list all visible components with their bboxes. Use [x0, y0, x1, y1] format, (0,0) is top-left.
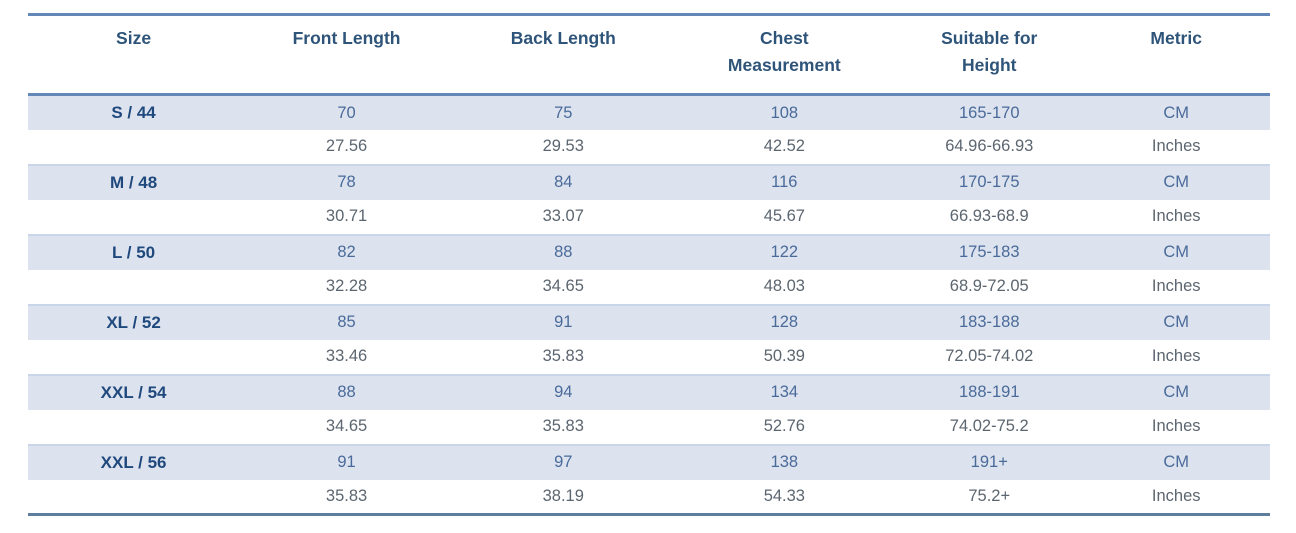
metric-label-cm: CM	[1163, 103, 1190, 122]
inches-value-cell: 34.65	[542, 277, 584, 296]
size-label: M / 48	[109, 172, 158, 192]
inches-value-cell: 45.67	[763, 207, 805, 226]
inches-value-cell: 33.46	[325, 347, 368, 366]
metric-label-inches: Inches	[1151, 137, 1201, 156]
inches-value-cell: 38.19	[542, 487, 584, 505]
size-label: XXL / 54	[100, 382, 167, 402]
inches-value-cell: 68.9-72.05	[949, 277, 1029, 296]
table-row-cm: XXL / 56 91 97 138 191+ CM	[28, 444, 1270, 480]
metric-label-inches: Inches	[1151, 417, 1201, 436]
table-row-cm: L / 50 82 88 122 175-183 CM	[28, 234, 1270, 270]
cm-value-cell: 88	[554, 243, 573, 262]
size-chart: Size Front Length Back Length Chest Meas…	[28, 13, 1270, 516]
cm-value-cell: 116	[771, 173, 798, 192]
cm-value-cell: 91	[337, 453, 356, 472]
inches-value-cell: 35.83	[542, 347, 584, 366]
metric-label-cm: CM	[1163, 313, 1190, 332]
size-label-empty	[28, 340, 239, 375]
cm-value-cell: 170-175	[958, 173, 1020, 192]
cm-value-cell: 138	[770, 453, 799, 472]
header-row: Size Front Length Back Length Chest Meas…	[28, 14, 1270, 95]
size-label: XXL / 56	[100, 452, 167, 472]
inches-value-cell: 32.28	[325, 277, 368, 296]
cm-value-cell: 188-191	[958, 383, 1020, 402]
cm-value-cell: 191+	[970, 453, 1008, 472]
metric-label-cm: CM	[1163, 173, 1190, 192]
inches-value-cell: 42.52	[763, 137, 805, 156]
cm-value-cell: 75	[554, 103, 573, 122]
cm-value-cell: 88	[337, 383, 356, 402]
metric-label-cm: CM	[1163, 383, 1190, 402]
metric-label-cm: CM	[1163, 453, 1190, 472]
table-row-cm: XL / 52 85 91 128 183-188 CM	[28, 304, 1270, 340]
metric-label-inches: Inches	[1151, 487, 1201, 505]
inches-value-cell: 74.02-75.2	[949, 417, 1029, 436]
inches-value-cell: 75.2+	[968, 487, 1011, 505]
size-label-empty	[28, 480, 239, 515]
size-label-empty	[28, 200, 239, 235]
table-row-cm: XXL / 54 88 94 134 188-191 CM	[28, 374, 1270, 410]
inches-value-cell: 34.65	[325, 417, 368, 436]
cm-value-cell: 82	[337, 243, 356, 262]
cm-value-cell: 78	[337, 173, 356, 192]
table-row-inches: 30.71 33.07 45.67 66.93-68.9 Inches	[28, 199, 1270, 235]
inches-value-cell: 66.93-68.9	[949, 207, 1029, 226]
metric-label-cm: CM	[1163, 243, 1190, 262]
table-row-inches: 35.83 38.19 54.33 75.2+ Inches	[28, 479, 1270, 515]
table-body: S / 44 70 75 108 165-170 CM 27.56 29.53 42.52 64.…	[28, 94, 1270, 515]
column-header-front-length: Front Length	[292, 28, 401, 48]
inches-value-cell: 52.76	[763, 417, 805, 436]
cm-value-cell: 94	[554, 383, 573, 402]
cm-value-cell: 84	[554, 173, 573, 192]
size-label: XL / 52	[106, 312, 161, 332]
cm-value-cell: 122	[770, 243, 799, 262]
column-header-suitable-for-height: Suitable for Height	[941, 28, 1038, 76]
table-row-cm: S / 44 70 75 108 165-170 CM	[28, 94, 1270, 130]
cm-value-cell: 85	[337, 313, 356, 332]
inches-value-cell: 35.83	[542, 417, 584, 436]
cm-value-cell: 175-183	[958, 243, 1020, 262]
table-row-inches: 27.56 29.53 42.52 64.96-66.93 Inches	[28, 129, 1270, 165]
cm-value-cell: 165-170	[958, 103, 1020, 122]
cm-value-cell: 128	[770, 313, 799, 332]
cm-value-cell: 70	[337, 103, 356, 122]
column-header-metric: Metric	[1150, 28, 1202, 48]
cm-value-cell: 183-188	[958, 313, 1020, 332]
cm-value-cell: 97	[554, 453, 573, 472]
cm-value-cell: 108	[770, 103, 799, 122]
cm-value-cell: 134	[770, 383, 799, 402]
table-header: Size Front Length Back Length Chest Meas…	[28, 14, 1270, 95]
size-label-empty	[28, 410, 239, 445]
metric-label-inches: Inches	[1151, 207, 1201, 226]
cm-value-cell: 91	[554, 313, 573, 332]
inches-value-cell: 29.53	[542, 137, 584, 156]
inches-value-cell: 54.33	[763, 487, 805, 505]
table-row-inches: 33.46 35.83 50.39 72.05-74.02 Inches	[28, 339, 1270, 375]
size-label: S / 44	[111, 103, 156, 122]
table-row-inches: 34.65 35.83 52.76 74.02-75.2 Inches	[28, 409, 1270, 445]
size-label-empty	[28, 130, 239, 165]
table-row-cm: M / 48 78 84 116 170-175 CM	[28, 164, 1270, 200]
size-label: L / 50	[111, 242, 156, 262]
inches-value-cell: 50.39	[763, 347, 805, 366]
column-header-back-length: Back Length	[510, 28, 616, 48]
size-chart-table: Size Front Length Back Length Chest Meas…	[28, 13, 1270, 516]
column-header-chest-measurement: Chest Measurement	[727, 28, 841, 76]
metric-label-inches: Inches	[1151, 277, 1201, 296]
inches-value-cell: 72.05-74.02	[945, 347, 1034, 366]
inches-value-cell: 35.83	[325, 487, 368, 505]
inches-value-cell: 64.96-66.93	[945, 137, 1034, 156]
table-row-inches: 32.28 34.65 48.03 68.9-72.05 Inches	[28, 269, 1270, 305]
metric-label-inches: Inches	[1151, 347, 1201, 366]
inches-value-cell: 33.07	[542, 207, 584, 226]
inches-value-cell: 30.71	[325, 207, 368, 226]
size-label-empty	[28, 270, 239, 305]
column-header-size: Size	[116, 28, 152, 48]
inches-value-cell: 27.56	[325, 137, 368, 156]
inches-value-cell: 48.03	[763, 277, 805, 296]
